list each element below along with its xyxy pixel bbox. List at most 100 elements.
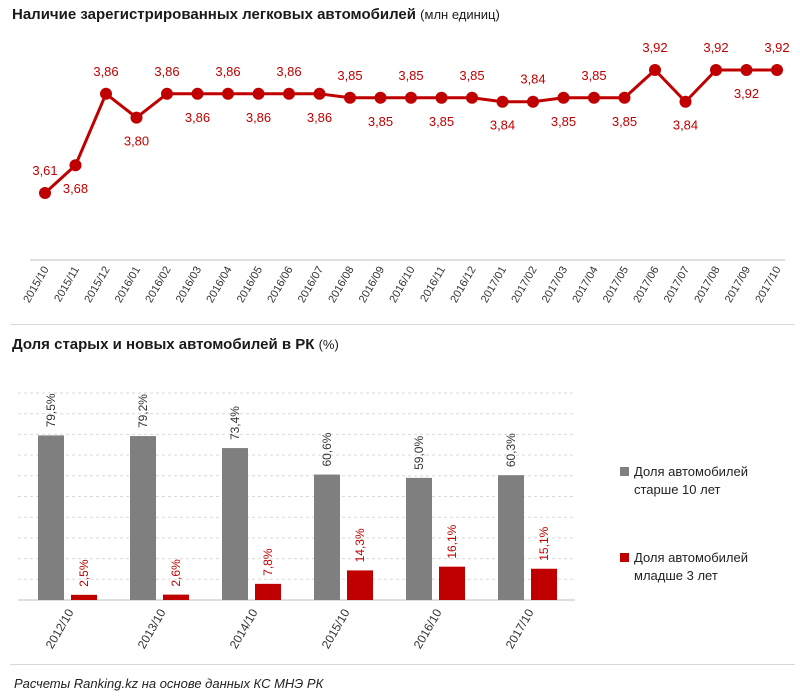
data-label: 3,85	[551, 114, 576, 129]
bar-chart-title: Доля старых и новых автомобилей в РК (%)	[12, 336, 339, 353]
x-tick-label: 2016/01	[113, 265, 143, 305]
x-tick-label: 2017/07	[662, 265, 692, 305]
source-note: Расчеты Ranking.kz на основе данных КС М…	[14, 676, 324, 691]
x-tick-label: 2016/06	[265, 265, 295, 305]
legend-new-line2: младше 3 лет	[634, 568, 718, 583]
legend-swatch-new	[620, 553, 629, 562]
data-label: 3,84	[520, 72, 545, 87]
bar-new-cars	[439, 566, 465, 600]
x-tick-label: 2016/07	[296, 265, 326, 305]
bar-old-label: 60,3%	[504, 433, 518, 467]
data-label: 3,86	[307, 110, 332, 125]
line-chart-unit: (млн единиц)	[420, 7, 500, 22]
data-point	[557, 91, 570, 104]
data-point	[374, 91, 387, 104]
data-label: 3,85	[459, 68, 484, 83]
data-label: 3,92	[764, 40, 789, 55]
x-tick-label: 2017/10	[753, 265, 783, 305]
data-label: 3,86	[154, 64, 179, 79]
x-tick-label: 2015/10	[319, 606, 353, 651]
bar-old-cars	[314, 474, 340, 600]
series-line	[43, 68, 777, 195]
data-label: 3,85	[581, 68, 606, 83]
line-chart-title-text: Наличие зарегистрированных легковых авто…	[12, 6, 416, 23]
x-tick-label: 2017/05	[601, 265, 631, 305]
bar-old-cars	[222, 448, 248, 600]
x-tick-label: 2015/12	[82, 265, 112, 305]
data-point	[588, 91, 600, 104]
bar-new-label: 7,8%	[261, 548, 275, 576]
data-label: 3,86	[246, 110, 271, 125]
x-tick-label: 2017/09	[723, 265, 753, 305]
bar-new-label: 15,1%	[537, 526, 551, 560]
legend-item-new-cars: Доля автомобилей младше 3 лет	[620, 549, 748, 585]
data-point	[405, 91, 417, 104]
x-tick-label: 2016/04	[204, 265, 234, 305]
bar-chart-unit: (%)	[318, 337, 339, 352]
legend-old-line1: Доля автомобилей	[634, 464, 748, 479]
data-point	[527, 95, 539, 108]
x-tick-label: 2017/10	[503, 606, 537, 651]
bar-old-cars	[406, 477, 432, 600]
bar-old-cars	[130, 436, 156, 600]
legend-old-line2: старше 10 лет	[634, 482, 721, 497]
chart-divider	[10, 324, 795, 325]
data-point	[222, 87, 234, 100]
data-point	[283, 87, 295, 100]
bar-new-cars	[255, 583, 281, 600]
data-label: 3,85	[368, 114, 393, 129]
bar-new-label: 2,6%	[169, 559, 183, 587]
bar-chart-title-text: Доля старых и новых автомобилей в РК	[12, 336, 315, 353]
data-label: 3,84	[673, 118, 698, 133]
bar-old-label: 60,6%	[320, 432, 334, 466]
data-point	[740, 64, 753, 76]
bar-old-label: 79,2%	[136, 394, 150, 428]
x-tick-label: 2016/10	[387, 265, 417, 305]
data-label: 3,85	[398, 68, 423, 83]
data-point	[161, 87, 173, 100]
data-point	[191, 87, 204, 100]
x-tick-label: 2012/10	[43, 606, 77, 651]
x-tick-label: 2016/09	[357, 265, 387, 305]
bar-new-cars	[531, 568, 557, 600]
data-label: 3,86	[93, 64, 118, 79]
data-label: 3,68	[63, 181, 88, 196]
data-label: 3,61	[32, 163, 57, 178]
legend-item-old-cars: Доля автомобилей старше 10 лет	[620, 463, 748, 499]
data-point	[313, 87, 326, 100]
line-chart-title: Наличие зарегистрированных легковых авто…	[12, 6, 500, 23]
x-tick-label: 2017/03	[540, 265, 570, 305]
data-point	[252, 87, 265, 100]
data-point	[435, 91, 448, 104]
bar-new-cars	[71, 594, 97, 600]
legend-new-line1: Доля автомобилей	[634, 550, 748, 565]
data-point	[130, 111, 143, 124]
x-tick-label: 2015/11	[52, 265, 82, 305]
bar-old-label: 59,0%	[412, 436, 426, 470]
data-point	[710, 64, 722, 76]
data-point	[466, 91, 478, 104]
data-label: 3,85	[612, 114, 637, 129]
bar-chart: 79,5% 2,5% 2012/10 79,2% 2,6% 2013/10 73,4% 7,8…	[18, 392, 575, 651]
x-tick-label: 2015/10	[21, 265, 51, 305]
data-point	[618, 91, 631, 104]
data-label: 3,85	[337, 68, 362, 83]
bar-new-cars	[347, 570, 373, 600]
bar-old-cars	[498, 475, 524, 600]
data-label: 3,84	[490, 118, 515, 133]
x-tick-label: 2014/10	[227, 606, 261, 651]
bar-new-cars	[163, 594, 189, 600]
x-tick-label: 2016/10	[411, 606, 445, 651]
x-tick-label: 2016/12	[448, 265, 478, 305]
line-chart: 3,61 2015/10 3,68 2015/11 3,86 2015/12 3,80 201…	[21, 40, 789, 305]
bar-old-cars	[38, 435, 64, 600]
bar-new-label: 14,3%	[353, 528, 367, 562]
x-tick-label: 2016/05	[235, 265, 265, 305]
data-label: 3,92	[703, 40, 728, 55]
data-label: 3,85	[429, 114, 454, 129]
x-tick-label: 2016/02	[143, 265, 173, 305]
x-tick-label: 2016/11	[418, 265, 448, 305]
data-point	[496, 95, 509, 108]
data-label: 3,92	[734, 86, 759, 101]
x-tick-label: 2013/10	[135, 606, 169, 651]
